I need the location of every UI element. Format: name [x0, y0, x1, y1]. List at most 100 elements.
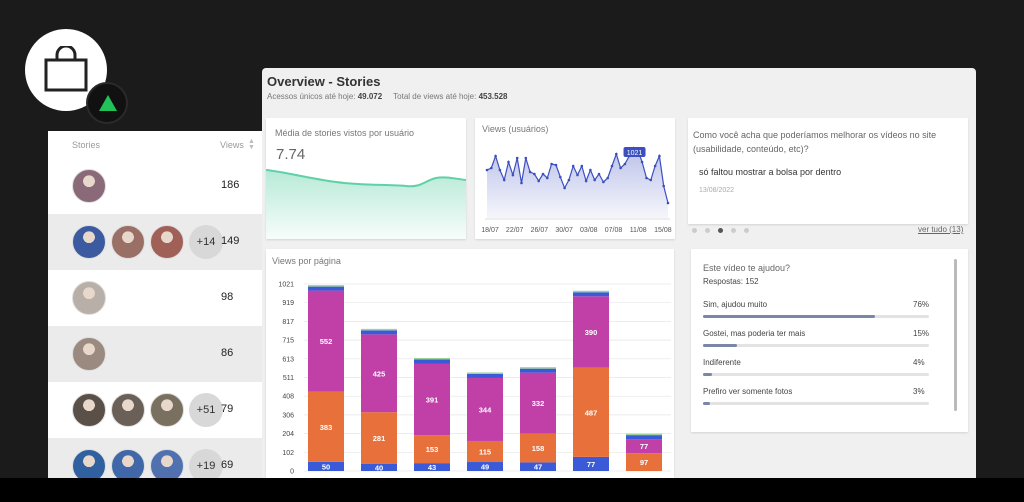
views-per-page-chart: 1021 919 817 715 613 511 408 306 204 102 0 50 383 552…: [278, 282, 671, 476]
story-thumbnail[interactable]: [111, 393, 145, 427]
views-per-page-title: Views por página: [272, 256, 341, 266]
bar-label-top: 391: [426, 395, 439, 404]
views-users-point: [584, 179, 588, 183]
bar-segment-middle: [520, 433, 556, 463]
table-row[interactable]: +51 79: [48, 382, 262, 438]
total-value: 453.528: [478, 92, 508, 101]
bar-label-middle: 115: [479, 447, 491, 456]
table-row[interactable]: 186: [48, 158, 262, 214]
views-users-point: [502, 178, 506, 182]
story-thumbnail[interactable]: [72, 449, 106, 478]
y-tick-label: 511: [283, 375, 294, 382]
more-stories-badge[interactable]: +14: [189, 225, 223, 259]
story-thumbnail[interactable]: [150, 449, 184, 478]
story-thumbnail[interactable]: [72, 225, 106, 259]
table-row[interactable]: +14 149: [48, 214, 262, 270]
y-tick-label: 715: [282, 338, 294, 345]
column-stories[interactable]: Stories: [72, 140, 101, 150]
sort-icon[interactable]: ▲ ▼: [248, 138, 255, 151]
carousel-dot[interactable]: [731, 228, 736, 233]
views-users-point: [653, 164, 657, 168]
bar-segment-middle: [308, 391, 344, 462]
story-thumbnail[interactable]: [72, 337, 106, 371]
story-thumbnail[interactable]: [111, 449, 145, 478]
views-users-point: [541, 172, 545, 176]
bar-segment-bottom: [467, 462, 503, 471]
bar-label-middle: 97: [640, 458, 648, 467]
more-stories-badge[interactable]: +51: [189, 393, 223, 427]
views-users-point: [515, 156, 519, 160]
views-users-point: [658, 154, 661, 158]
poll-card: Este vídeo te ajudou? Respostas: 152 Sim…: [691, 249, 968, 432]
bar-cap-accent: [626, 433, 662, 436]
story-thumbnail[interactable]: [72, 169, 106, 203]
views-users-point: [580, 164, 584, 168]
bar-cap: [308, 286, 344, 291]
more-stories-badge[interactable]: +19: [189, 449, 223, 478]
carousel-dot-active[interactable]: [718, 228, 723, 233]
peak-callout: [623, 147, 646, 157]
story-thumbnail[interactable]: [150, 225, 184, 259]
story-thumbnail[interactable]: [72, 281, 106, 315]
bar-label-middle: 153: [426, 445, 439, 454]
table-header: Stories Views ▲ ▼: [48, 131, 262, 158]
bar-label-middle: 383: [320, 423, 333, 432]
views-users-card: Views (usuários) 1021 18/07 22/07 26/07 30/0…: [475, 118, 675, 239]
views-users-chart: 1021 18/07 22/07 26/07 30/07 03/08 07/08 11/08 1…: [481, 146, 672, 234]
poll-option-bar: [703, 344, 929, 347]
poll-option-percent: 76%: [913, 300, 930, 309]
table-row[interactable]: +19 69: [48, 438, 262, 478]
story-thumbnail[interactable]: [111, 225, 145, 259]
poll-option-percent: 3%: [913, 387, 925, 396]
x-tick-label: 26/07: [531, 227, 549, 234]
views-users-point: [623, 162, 627, 166]
views-users-point: [528, 170, 532, 174]
views-users-point: [593, 178, 596, 182]
bar-segment-bottom: [361, 463, 397, 471]
carousel-dot[interactable]: [705, 228, 710, 233]
views-users-point: [619, 166, 622, 170]
column-views[interactable]: Views: [220, 140, 244, 150]
y-tick-label: 817: [282, 319, 294, 326]
unique-value: 49.072: [357, 92, 383, 101]
views-users-point: [494, 154, 497, 158]
bar-label-bottom: 40: [375, 463, 383, 472]
see-all-link[interactable]: ver tudo (13): [918, 225, 964, 234]
carousel-dot[interactable]: [744, 228, 749, 233]
views-value: 86: [221, 347, 234, 359]
views-users-point: [533, 172, 536, 176]
views-value: 98: [221, 291, 234, 303]
x-tick-label: 18/07: [481, 227, 499, 234]
table-row[interactable]: 98: [48, 270, 262, 326]
x-tick-label: 07/08: [605, 227, 623, 234]
table-row[interactable]: 86: [48, 326, 262, 382]
bar-cap: [626, 435, 662, 440]
bar-cap-accent: [361, 328, 397, 331]
bar-cap: [361, 330, 397, 335]
views-users-point: [640, 160, 644, 164]
story-thumbnails: +19: [72, 449, 223, 478]
views-users-point: [546, 176, 549, 180]
bar-segment-top: [520, 372, 556, 434]
bar-segment-middle: [573, 367, 609, 457]
views-users-point: [615, 152, 618, 156]
bar-cap-accent: [573, 290, 609, 293]
views-users-point: [520, 181, 523, 185]
bottom-band: [0, 478, 1024, 502]
bar-label-top: 344: [479, 405, 492, 414]
views-users-point: [490, 166, 493, 170]
bar-segment-middle: [626, 453, 662, 471]
views-users-point: [554, 163, 558, 167]
bar-label-bottom: 43: [428, 463, 436, 472]
poll-scrollbar[interactable]: [954, 259, 957, 411]
views-value: 149: [221, 235, 240, 247]
carousel-dot[interactable]: [692, 228, 697, 233]
views-users-point: [485, 168, 489, 172]
poll-option-label: Indiferente: [703, 358, 741, 367]
story-thumbnail[interactable]: [72, 393, 106, 427]
poll-option-bar: [703, 315, 929, 318]
y-tick-label: 306: [282, 412, 294, 419]
poll-option-fill: [703, 373, 713, 376]
story-thumbnail[interactable]: [150, 393, 184, 427]
carousel-dots: [692, 228, 749, 233]
